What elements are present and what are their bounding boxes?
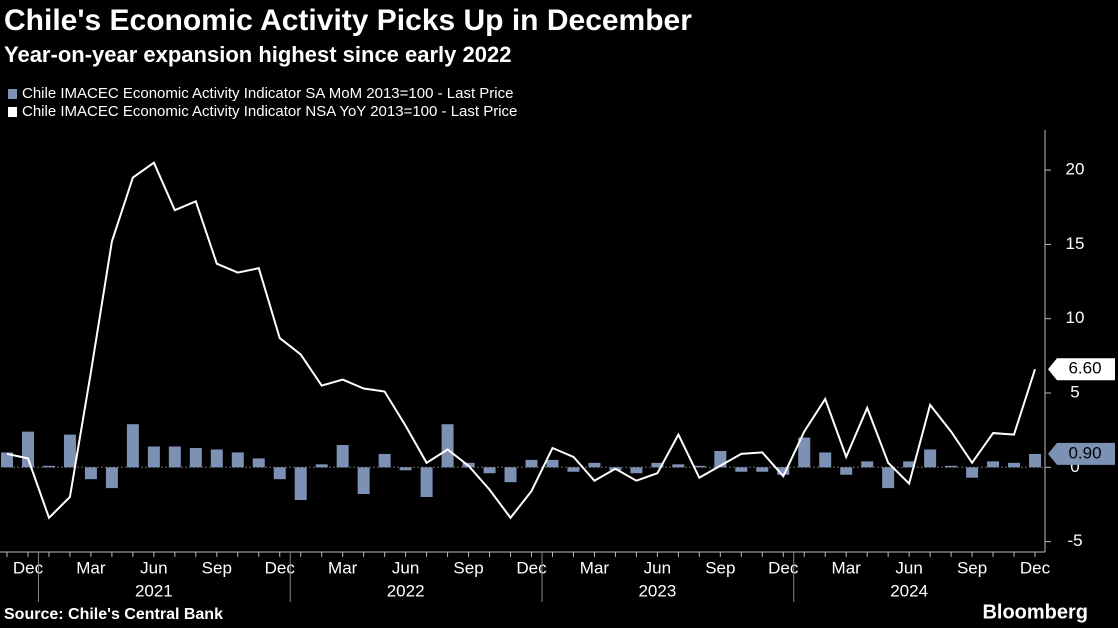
y-tick-label: 5 [1070,382,1079,401]
x-tick-label: Sep [202,558,232,577]
x-tick-label: Dec [768,558,799,577]
last-value-tag [1048,358,1115,381]
bar [819,452,832,468]
x-tick-label: Mar [580,558,610,577]
last-value-tag [1048,442,1115,465]
bar [861,461,874,468]
chart-title: Chile's Economic Activity Picks Up in De… [4,4,692,37]
bar [420,467,433,498]
bar [693,465,706,468]
bar [735,467,748,472]
x-tick-label: Mar [328,558,358,577]
x-tick-label: Jun [140,558,167,577]
bar [441,424,454,468]
bar [210,449,223,468]
bar [777,467,790,475]
legend-swatch [8,89,17,99]
bar [231,452,244,468]
bar [546,459,559,468]
bar [378,453,391,468]
bar [21,431,34,468]
x-tick-label: Dec [13,558,44,577]
bar [798,437,811,468]
y-tick-label: 15 [1066,234,1085,253]
bar [1,452,13,468]
bar [567,467,580,472]
x-tick-label: Sep [453,558,483,577]
legend-label: Chile IMACEC Economic Activity Indicator… [22,103,517,120]
bar [651,462,664,468]
bar [987,461,1000,468]
bar [147,446,160,468]
bar [252,458,265,468]
last-value-label: 0.90 [1068,443,1101,462]
bar [483,467,496,474]
bar [1008,462,1021,468]
year-label: 2022 [387,581,425,600]
x-tick-label: Dec [1020,558,1051,577]
last-value-label: 6.60 [1068,359,1101,378]
y-tick-label: 20 [1066,160,1085,179]
x-tick-label: Jun [895,558,922,577]
x-tick-label: Sep [705,558,735,577]
bar [525,459,538,468]
x-tick-label: Jun [392,558,419,577]
y-tick-label: 0 [1070,457,1079,476]
bar [273,467,286,480]
bar [336,445,349,468]
bar [756,467,769,472]
x-tick-label: Mar [832,558,862,577]
legend-label: Chile IMACEC Economic Activity Indicator… [22,85,513,102]
bar [126,424,139,468]
bar [504,467,517,483]
year-label: 2021 [135,581,173,600]
bar [882,467,895,489]
x-tick-label: Jun [644,558,671,577]
bar [357,467,370,495]
legend-swatch [8,107,17,117]
bar [105,467,118,489]
chart-subtitle: Year-on-year expansion highest since ear… [4,42,511,67]
bar [1029,453,1042,468]
source: Source: Chile's Central Bank [4,606,223,623]
bar [630,467,643,474]
bar [672,464,685,468]
brand: Bloomberg [982,601,1088,623]
bar [189,447,202,468]
y-tick-label: -5 [1067,531,1082,550]
year-label: 2024 [890,581,928,600]
bar [966,467,979,478]
bar [84,467,97,480]
x-tick-label: Sep [957,558,987,577]
bar [399,467,412,471]
x-tick-label: Dec [516,558,547,577]
bar [63,434,76,468]
bar [315,464,328,468]
line [6,161,1036,520]
bar [840,467,853,475]
year-label: 2023 [638,581,676,600]
x-tick-label: Dec [265,558,296,577]
bar [903,461,916,468]
bar [945,465,958,468]
y-tick-label: 10 [1066,308,1085,327]
bar [924,449,937,468]
bar [42,465,55,468]
bar [588,462,601,468]
x-tick-label: Mar [76,558,106,577]
bar [294,467,307,500]
bar [168,446,181,468]
